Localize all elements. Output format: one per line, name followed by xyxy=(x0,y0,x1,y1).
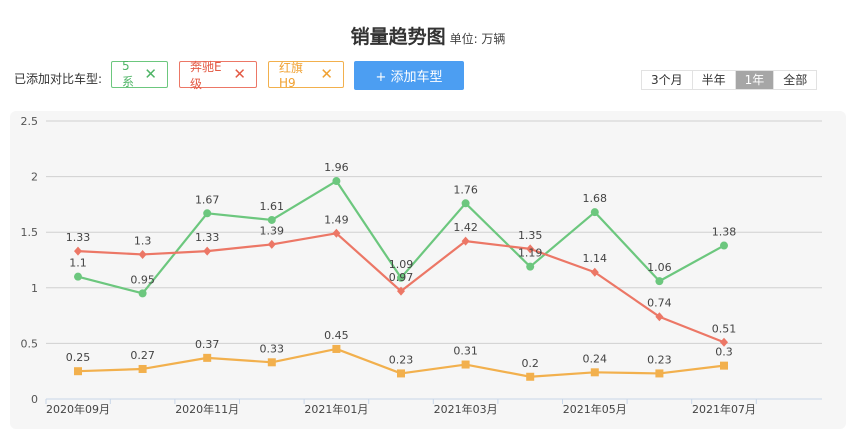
data-label: 0.23 xyxy=(647,353,672,366)
y-tick-label: 2 xyxy=(31,171,38,184)
data-label: 0.74 xyxy=(647,297,672,310)
data-point xyxy=(526,372,535,381)
range-option-1-year[interactable]: 1年 xyxy=(735,71,775,89)
x-tick-label: 2021年01月 xyxy=(304,402,368,416)
data-label: 1.39 xyxy=(260,224,285,237)
data-label: 0.2 xyxy=(521,357,539,370)
data-point xyxy=(461,199,470,208)
data-label: 1.33 xyxy=(66,231,91,244)
data-point xyxy=(526,262,535,271)
data-point xyxy=(461,236,470,246)
data-label: 0.95 xyxy=(130,273,155,286)
data-label: 1.42 xyxy=(453,221,478,234)
data-label: 0.33 xyxy=(260,342,285,355)
y-tick-label: 1.5 xyxy=(21,226,39,239)
close-icon[interactable]: ✕ xyxy=(320,65,333,83)
data-point xyxy=(655,277,664,286)
data-point xyxy=(203,353,212,362)
data-point xyxy=(590,267,599,277)
data-point xyxy=(655,369,664,378)
data-point xyxy=(138,364,147,373)
close-icon[interactable]: ✕ xyxy=(144,65,157,83)
x-tick-label: 2020年11月 xyxy=(175,402,239,416)
time-range-selector: 3个月 半年 1年 全部 xyxy=(641,70,818,90)
data-label: 0.51 xyxy=(712,322,737,335)
data-label: 1.61 xyxy=(260,200,285,213)
chart-header: 销量趋势图 单位: 万辆 xyxy=(0,22,856,49)
data-point xyxy=(526,244,535,254)
data-point xyxy=(332,344,341,353)
y-tick-label: 0.5 xyxy=(21,337,39,350)
data-point xyxy=(74,246,82,256)
data-point xyxy=(267,358,276,367)
compare-tag-label: 奔驰E级 xyxy=(190,59,222,91)
data-point xyxy=(590,208,599,217)
data-label: 0.27 xyxy=(130,349,155,362)
compare-tag-label: 红旗H9 xyxy=(279,61,304,90)
data-label: 1.68 xyxy=(583,192,608,205)
data-point xyxy=(397,286,405,296)
data-label: 1.49 xyxy=(324,213,349,226)
compare-tag-5-series: 5系 ✕ xyxy=(111,59,168,89)
data-point xyxy=(397,273,405,282)
data-point xyxy=(267,215,276,224)
add-model-button[interactable]: + 添加车型 xyxy=(354,61,464,90)
range-option-all[interactable]: 全部 xyxy=(774,71,817,89)
data-point xyxy=(203,246,212,256)
data-point xyxy=(74,367,82,376)
data-label: 1.19 xyxy=(518,247,543,260)
data-point xyxy=(720,337,728,347)
data-label: 1.14 xyxy=(583,252,608,265)
data-point xyxy=(590,368,599,377)
compare-tag-e-class: 奔驰E级 ✕ xyxy=(179,60,257,91)
data-point xyxy=(720,361,728,370)
page-title: 销量趋势图 xyxy=(350,26,446,48)
unit-label: 单位: 万辆 xyxy=(449,32,506,46)
data-label: 1.33 xyxy=(195,231,220,244)
range-option-3-months[interactable]: 3个月 xyxy=(642,71,693,89)
data-point xyxy=(655,312,664,322)
close-icon[interactable]: ✕ xyxy=(233,65,246,83)
data-label: 0.97 xyxy=(389,271,414,284)
data-label: 0.23 xyxy=(389,353,414,366)
data-point xyxy=(332,177,341,186)
data-label: 1.35 xyxy=(518,229,543,242)
data-point xyxy=(720,241,728,250)
data-label: 1.3 xyxy=(134,234,152,247)
data-point xyxy=(461,360,470,369)
data-point xyxy=(138,249,147,259)
data-label: 1.06 xyxy=(647,261,672,274)
data-point xyxy=(397,369,405,378)
compare-tag-label: 5系 xyxy=(122,59,135,89)
data-point xyxy=(203,209,212,218)
data-point xyxy=(138,289,147,298)
range-option-half-year[interactable]: 半年 xyxy=(692,71,736,89)
y-tick-label: 1 xyxy=(31,282,38,295)
data-point xyxy=(267,239,276,249)
data-label: 1.67 xyxy=(195,193,220,206)
data-label: 0.3 xyxy=(715,346,733,359)
data-label: 0.37 xyxy=(195,338,220,351)
y-tick-label: 0 xyxy=(31,393,38,406)
y-tick-label: 2.5 xyxy=(21,115,39,128)
data-point xyxy=(74,272,82,281)
data-label: 1.1 xyxy=(69,257,87,270)
x-tick-label: 2021年03月 xyxy=(434,402,498,416)
data-label: 0.24 xyxy=(583,352,608,365)
data-label: 0.45 xyxy=(324,329,349,342)
compare-label: 已添加对比车型: xyxy=(14,72,103,86)
data-label: 1.38 xyxy=(712,226,737,239)
data-point xyxy=(332,228,341,238)
x-tick-label: 2021年05月 xyxy=(563,402,627,416)
data-label: 0.31 xyxy=(453,345,478,358)
x-tick-label: 2021年07月 xyxy=(692,402,756,416)
data-label: 1.76 xyxy=(453,183,478,196)
data-label: 0.25 xyxy=(66,351,91,364)
compare-tag-hongqi-h9: 红旗H9 ✕ xyxy=(268,61,344,90)
x-tick-label: 2020年09月 xyxy=(46,402,110,416)
data-label: 1.96 xyxy=(324,161,349,174)
data-label: 1.09 xyxy=(389,258,414,271)
